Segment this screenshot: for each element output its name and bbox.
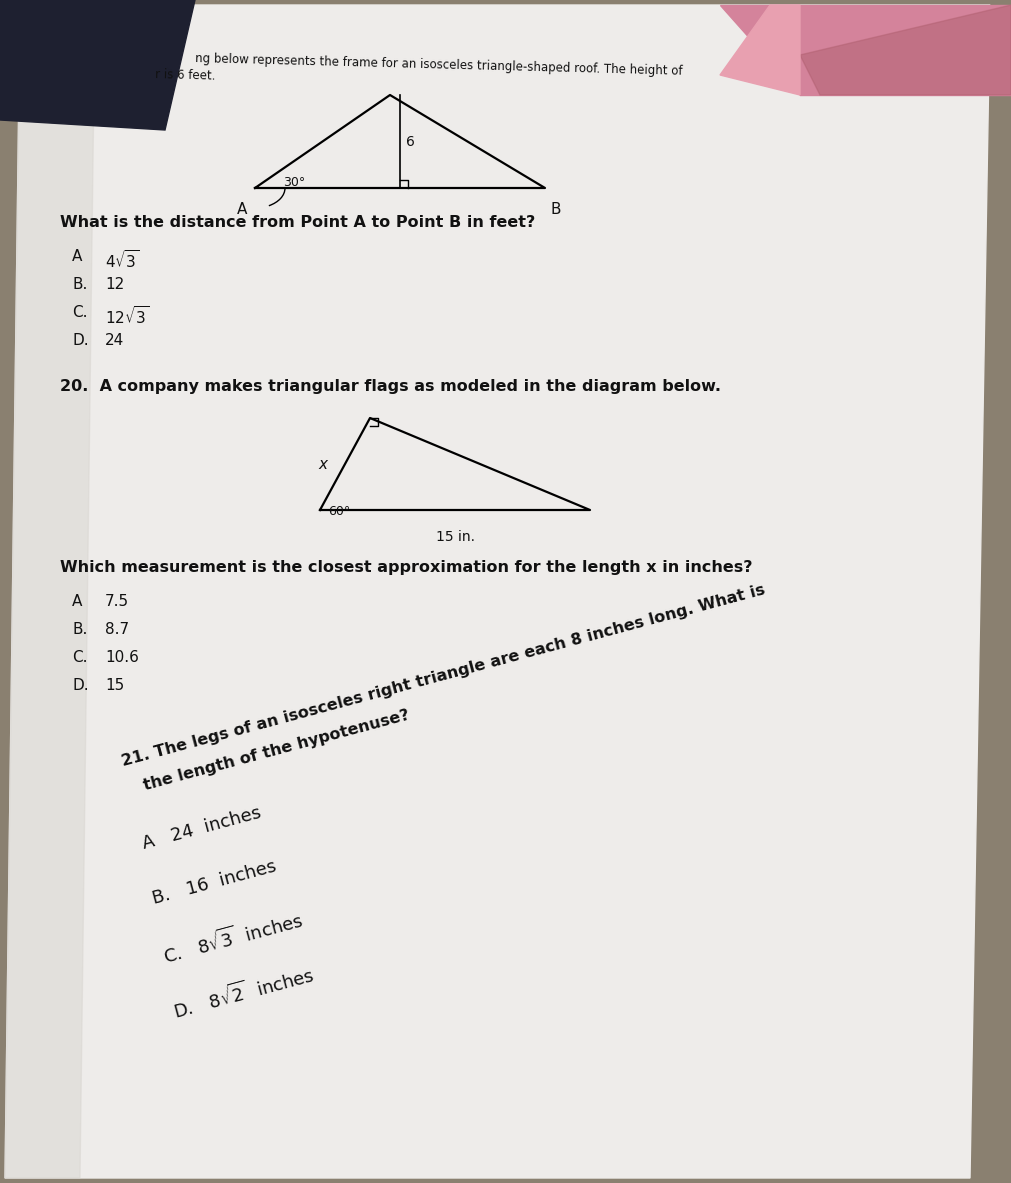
Text: 10.6: 10.6 [105,649,139,665]
Text: ng below represents the frame for an isosceles triangle-shaped roof. The height : ng below represents the frame for an iso… [195,52,682,78]
Text: 6: 6 [406,135,415,149]
Text: C.: C. [72,305,88,319]
Text: What is the distance from Point A to Point B in feet?: What is the distance from Point A to Poi… [60,215,535,230]
Text: D.: D. [72,332,89,348]
Polygon shape [720,5,800,95]
Text: C.: C. [72,649,88,665]
Text: D.: D. [72,678,89,693]
Polygon shape [5,5,95,1178]
Text: 30°: 30° [283,176,305,189]
Text: 8.7: 8.7 [105,622,129,636]
Polygon shape [0,0,195,130]
Polygon shape [5,5,990,1178]
Polygon shape [800,5,1011,95]
Text: B.: B. [72,622,87,636]
Text: 15 in.: 15 in. [436,530,474,544]
Text: A: A [72,594,82,609]
Text: A   24  inches: A 24 inches [140,803,263,853]
Text: 20.  A company makes triangular flags as modeled in the diagram below.: 20. A company makes triangular flags as … [60,379,721,394]
Text: B.: B. [72,277,87,292]
Text: Which measurement is the closest approximation for the length x in inches?: Which measurement is the closest approxi… [60,560,752,575]
Text: 7.5: 7.5 [105,594,129,609]
Text: 24: 24 [105,332,124,348]
Text: $4\sqrt{3}$: $4\sqrt{3}$ [105,248,140,271]
Text: 15: 15 [105,678,124,693]
Text: B.   16  inches: B. 16 inches [150,856,278,907]
Text: r is 6 feet.: r is 6 feet. [155,67,215,83]
Text: $12\sqrt{3}$: $12\sqrt{3}$ [105,305,150,327]
Text: D.   $8\sqrt{2}$  inches: D. $8\sqrt{2}$ inches [170,963,316,1023]
Text: x: x [318,457,328,472]
Text: the length of the hypotenuse?: the length of the hypotenuse? [120,709,411,800]
Text: C.   $8\sqrt{3}$  inches: C. $8\sqrt{3}$ inches [160,907,305,969]
Text: 12: 12 [105,277,124,292]
Text: 60°: 60° [328,505,350,518]
Polygon shape [720,5,1011,95]
Text: A: A [237,202,247,216]
Text: 21. The legs of an isosceles right triangle are each 8 inches long. What is: 21. The legs of an isosceles right trian… [120,583,766,769]
Text: B: B [551,202,561,216]
Text: A: A [72,248,82,264]
